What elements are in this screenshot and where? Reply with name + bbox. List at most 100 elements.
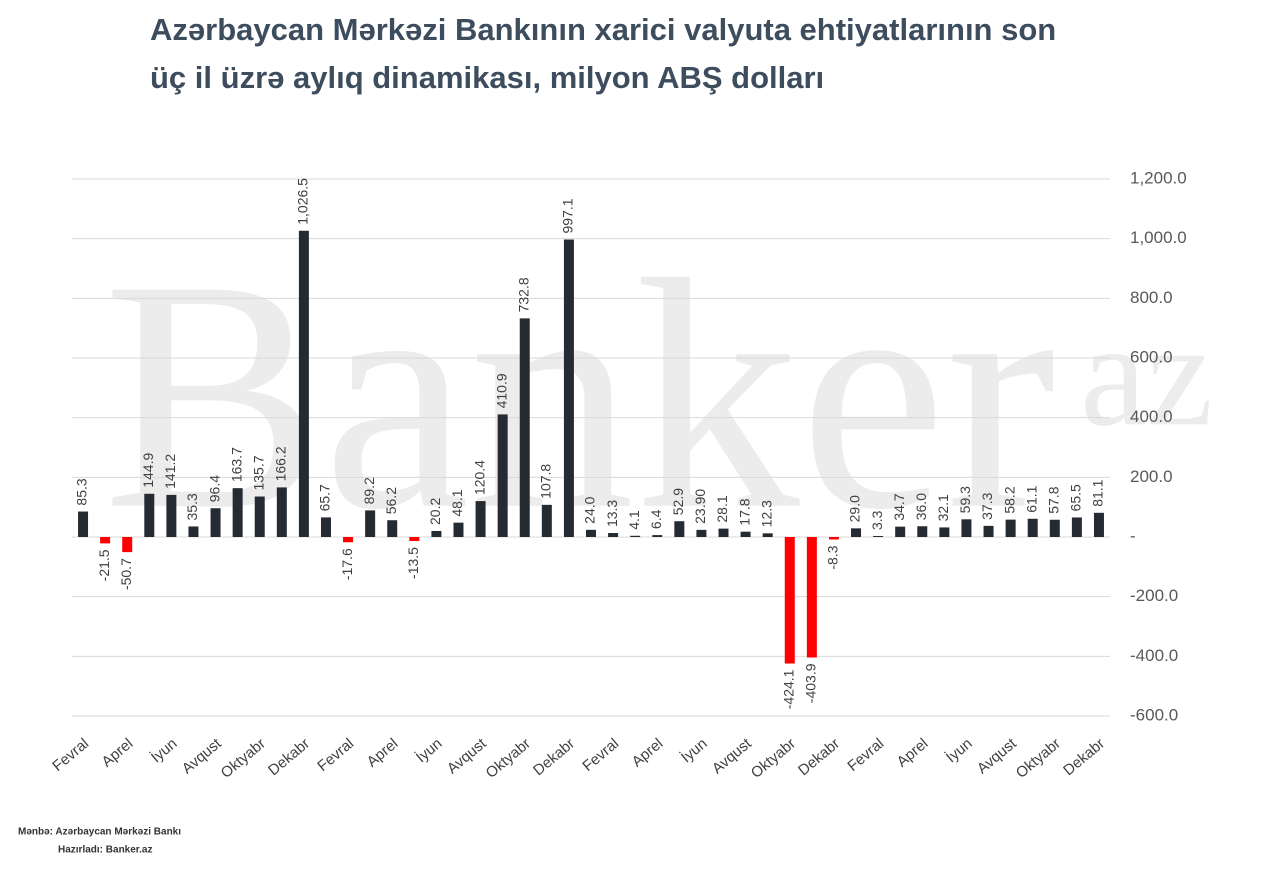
- chart-title: üç il üzrə aylıq dinamikası, milyon ABŞ …: [150, 60, 824, 95]
- value-label: 52.9: [670, 488, 686, 515]
- value-label: 56.2: [383, 487, 399, 514]
- bar: [188, 526, 199, 537]
- value-label: 4.1: [626, 510, 642, 530]
- value-label: 65.5: [1068, 484, 1084, 511]
- chart-title: Azərbaycan Mərkəzi Bankının xarici valyu…: [150, 12, 1056, 47]
- bar: [718, 528, 729, 537]
- bar: [1027, 518, 1038, 537]
- y-tick-label: 1,200.0: [1130, 168, 1187, 187]
- bar: [78, 511, 89, 537]
- bar: [851, 528, 862, 537]
- bar: [100, 537, 111, 544]
- x-tick-label: Dekabr: [795, 735, 843, 779]
- bar: [144, 493, 155, 537]
- value-label: 61.1: [1023, 485, 1039, 512]
- value-label: -424.1: [780, 669, 796, 709]
- bar: [961, 519, 972, 537]
- bar: [431, 530, 442, 537]
- value-label: -403.9: [803, 663, 819, 703]
- value-label: 135.7: [250, 455, 266, 490]
- value-label: 144.9: [140, 453, 156, 488]
- bar: [1071, 517, 1082, 537]
- value-label: 997.1: [560, 198, 576, 233]
- x-tick-label: Fevral: [314, 735, 357, 775]
- source: Mənbə: Azərbaycan Mərkəzi Bankı: [18, 827, 181, 838]
- bar: [254, 496, 265, 537]
- value-label: 732.8: [515, 277, 531, 312]
- bar: [210, 508, 221, 537]
- bar: [983, 525, 994, 537]
- value-label: -13.5: [405, 547, 421, 579]
- x-tick-label: İyun: [677, 734, 710, 766]
- bar: [1005, 519, 1016, 537]
- bar: [475, 501, 486, 537]
- bar: [409, 537, 420, 542]
- bar: [519, 318, 530, 537]
- bar: [586, 529, 596, 537]
- value-label: 141.2: [162, 454, 178, 489]
- value-label: 20.2: [427, 498, 443, 525]
- bar: [122, 537, 133, 553]
- x-tick-label: Dekabr: [530, 735, 578, 779]
- value-label: 6.4: [648, 509, 664, 529]
- value-label: -21.5: [96, 549, 112, 581]
- bar: [298, 230, 309, 537]
- bar: [873, 536, 884, 537]
- value-label: 410.9: [493, 373, 509, 408]
- value-label: 107.8: [538, 464, 554, 499]
- value-label: 58.2: [1001, 486, 1017, 513]
- bar: [166, 494, 177, 537]
- bar: [1049, 519, 1060, 537]
- watermark-sup: az: [1080, 291, 1213, 457]
- x-tick-label: Oktyabr: [483, 735, 534, 782]
- bar: [343, 537, 354, 543]
- bar: [917, 526, 928, 537]
- value-label: 36.0: [913, 493, 929, 520]
- bar: [541, 504, 552, 537]
- value-label: 34.7: [891, 493, 907, 520]
- y-tick-label: 600.0: [1130, 347, 1173, 366]
- value-label: 48.1: [449, 489, 465, 516]
- value-label: 120.4: [471, 460, 487, 495]
- y-tick-label: -: [1130, 526, 1136, 545]
- value-label: 166.2: [273, 446, 289, 481]
- value-label: 13.3: [604, 500, 620, 527]
- x-tick-label: Dekabr: [265, 735, 313, 779]
- y-tick-label: 1,000.0: [1130, 228, 1187, 247]
- value-label: -17.6: [339, 548, 355, 580]
- x-tick-label: İyun: [147, 734, 180, 766]
- value-label: 57.8: [1045, 486, 1061, 513]
- value-label: 89.2: [361, 477, 377, 504]
- bar: [762, 533, 773, 537]
- value-label: -8.3: [825, 545, 841, 569]
- x-tick-label: İyun: [412, 734, 445, 766]
- value-label: 81.1: [1090, 479, 1106, 506]
- value-label: 35.3: [184, 493, 200, 520]
- bar: [232, 488, 243, 537]
- value-label: 32.1: [935, 494, 951, 521]
- value-label: 85.3: [74, 478, 90, 505]
- bar: [696, 529, 707, 537]
- prepared-by: Hazırladı: Banker.az: [58, 845, 152, 856]
- bar: [365, 510, 376, 537]
- bar: [939, 527, 950, 537]
- value-label: 96.4: [206, 475, 222, 502]
- bar: [563, 239, 574, 537]
- bar: [784, 537, 795, 664]
- bar: [387, 520, 398, 537]
- bar: [806, 537, 817, 658]
- y-tick-label: 800.0: [1130, 288, 1173, 307]
- value-label: 29.0: [847, 495, 863, 522]
- value-label: 1,026.5: [295, 178, 311, 225]
- x-tick-label: Aprel: [894, 735, 932, 771]
- value-label: 24.0: [582, 496, 598, 523]
- x-tick-label: Aprel: [629, 735, 667, 771]
- bar: [674, 521, 685, 537]
- x-tick-label: Fevral: [579, 735, 622, 775]
- bar: [828, 537, 839, 540]
- bar: [740, 531, 751, 537]
- watermark: Banker: [103, 213, 1056, 578]
- bar: [895, 526, 906, 537]
- value-label: 37.3: [979, 492, 995, 519]
- bar: [652, 535, 663, 537]
